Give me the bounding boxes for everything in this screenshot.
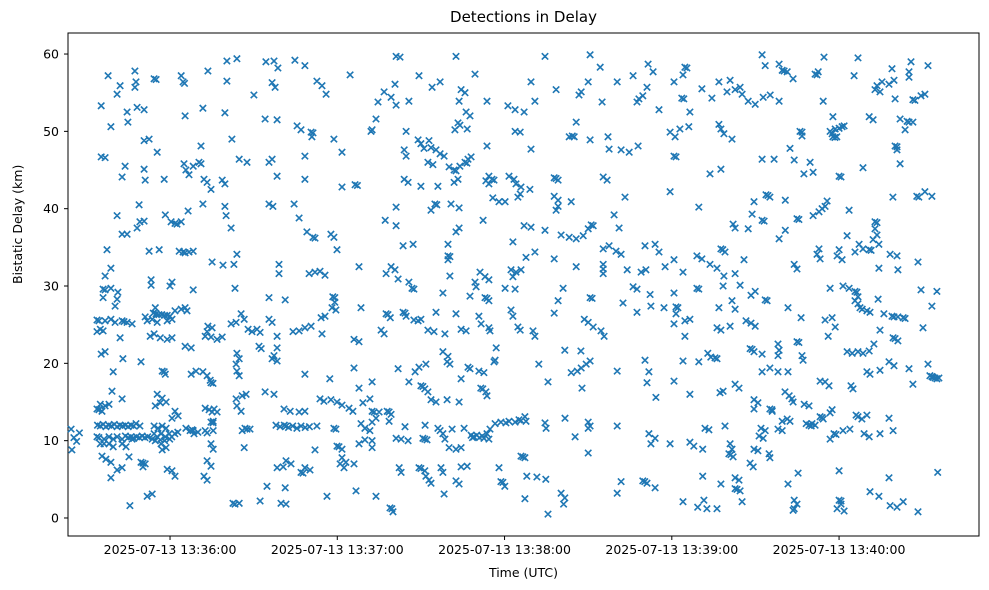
x-tick-label: 2025-07-13 13:36:00 (104, 542, 237, 557)
y-tick-label: 40 (43, 201, 59, 216)
y-tick-label: 10 (43, 433, 59, 448)
x-tick-label: 2025-07-13 13:38:00 (438, 542, 571, 557)
y-tick-label: 30 (43, 279, 59, 294)
y-tick-label: 50 (43, 124, 59, 139)
x-tick-label: 2025-07-13 13:39:00 (605, 542, 738, 557)
plot-title: Detections in Delay (450, 8, 597, 26)
x-tick-label: 2025-07-13 13:37:00 (271, 542, 404, 557)
x-tick-label: 2025-07-13 13:40:00 (773, 542, 906, 557)
y-tick-label: 20 (43, 356, 59, 371)
y-tick-label: 60 (43, 47, 59, 62)
y-tick-label: 0 (51, 510, 59, 525)
scatter-points (67, 51, 943, 518)
scatter-marker-paths (67, 51, 943, 518)
axes-spines (67, 32, 980, 537)
x-axis-label: Time (UTC) (488, 565, 559, 580)
